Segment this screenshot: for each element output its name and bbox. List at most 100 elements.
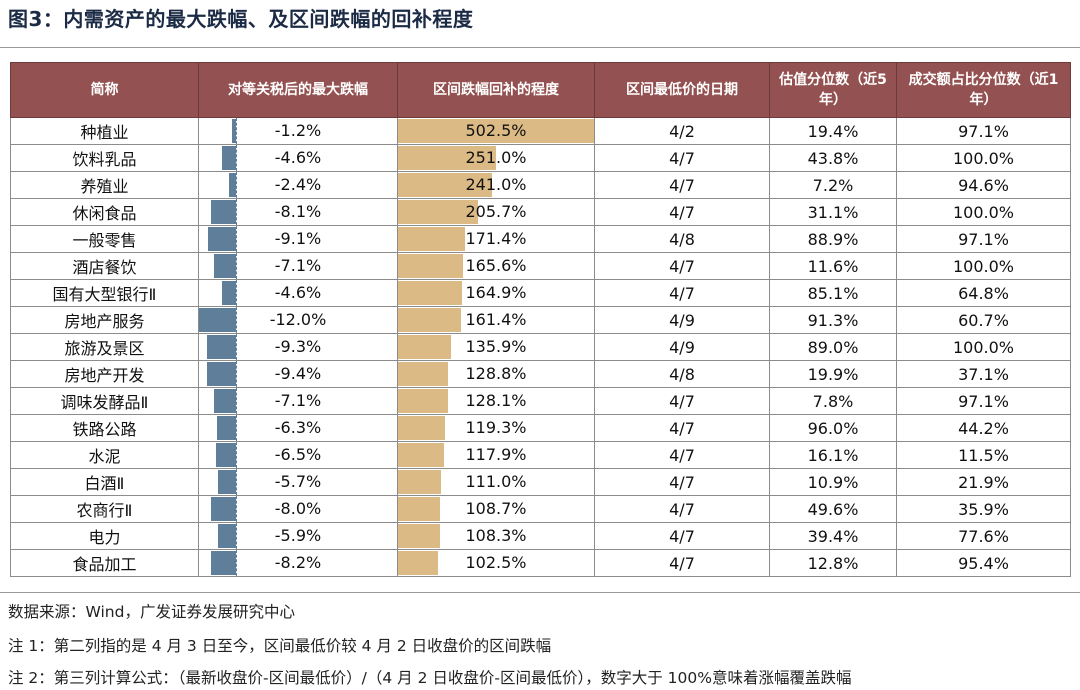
recovery-cell: 165.6% [397, 252, 595, 280]
drawdown-value: -8.1% [274, 202, 322, 221]
low-date-cell: 4/7 [594, 468, 770, 496]
name-cell: 养殖业 [10, 171, 199, 199]
low-date-cell: 4/7 [594, 549, 770, 577]
recovery-cell: 108.7% [397, 495, 595, 523]
recovery-value: 128.1% [465, 391, 527, 410]
recovery-value: 251.0% [465, 148, 527, 167]
recovery-cell: 135.9% [397, 333, 595, 361]
drawdown-axis [236, 253, 237, 279]
drawdown-axis [236, 199, 237, 225]
low-date-cell: 4/8 [594, 225, 770, 253]
recovery-cell: 164.9% [397, 279, 595, 307]
name-cell: 国有大型银行Ⅱ [10, 279, 199, 307]
turnover-cell: 97.1% [896, 387, 1071, 415]
table-row: 水泥 -6.5% 117.9% 4/7 16.1% 11.5% [10, 441, 1071, 469]
industry-name: 一般零售 [72, 231, 137, 250]
drawdown-bar [217, 524, 236, 548]
low-date-cell: 4/2 [594, 117, 770, 145]
industry-name: 铁路公路 [72, 420, 137, 439]
drawdown-axis [236, 226, 237, 252]
low-date-cell: 4/7 [594, 522, 770, 550]
table-row: 国有大型银行Ⅱ -4.6% 164.9% 4/7 85.1% 64.8% [10, 279, 1071, 307]
drawdown-value: -5.7% [274, 472, 322, 491]
drawdown-axis [236, 307, 237, 333]
figure-title: 图3：内需资产的最大跌幅、及区间跌幅的回补程度 [8, 7, 474, 31]
industry-name: 种植业 [80, 123, 129, 142]
table-row: 农商行Ⅱ -8.0% 108.7% 4/7 49.6% 35.9% [10, 495, 1071, 523]
industry-name: 国有大型银行Ⅱ [52, 285, 157, 304]
recovery-value: 205.7% [465, 202, 527, 221]
drawdown-bar [207, 362, 236, 386]
table-row: 铁路公路 -6.3% 119.3% 4/7 96.0% 44.2% [10, 414, 1071, 442]
recovery-value: 128.8% [465, 364, 527, 383]
recovery-bar [398, 497, 441, 521]
drawdown-value: -12.0% [269, 310, 327, 329]
turnover-cell: 100.0% [896, 333, 1071, 361]
recovery-value: 119.3% [465, 418, 527, 437]
drawdown-value: -1.2% [274, 121, 322, 140]
name-cell: 房地产开发 [10, 360, 199, 388]
table-row: 房地产服务 -12.0% 161.4% 4/9 91.3% 60.7% [10, 306, 1071, 334]
valuation-cell: 43.8% [769, 144, 897, 172]
table-header-row: 简称 对等关税后的最大跌幅 区间跌幅回补的程度 区间最低价的日期 估值分位数（近… [10, 62, 1071, 118]
table-row: 种植业 -1.2% 502.5% 4/2 19.4% 97.1% [10, 117, 1071, 145]
name-cell: 休闲食品 [10, 198, 199, 226]
recovery-bar [398, 416, 445, 440]
drawdown-bar [221, 146, 236, 170]
drawdown-value: -9.3% [274, 337, 322, 356]
recovery-cell: 128.1% [397, 387, 595, 415]
low-date-cell: 4/9 [594, 306, 770, 334]
drawdown-axis [236, 442, 237, 468]
valuation-cell: 88.9% [769, 225, 897, 253]
drawdown-cell: -2.4% [198, 171, 398, 199]
name-cell: 食品加工 [10, 549, 199, 577]
table-row: 一般零售 -9.1% 171.4% 4/8 88.9% 97.1% [10, 225, 1071, 253]
low-date-cell: 4/7 [594, 279, 770, 307]
low-date-cell: 4/9 [594, 333, 770, 361]
recovery-value: 171.4% [465, 229, 527, 248]
recovery-bar [398, 173, 492, 197]
header-drawdown: 对等关税后的最大跌幅 [198, 62, 398, 118]
drawdown-axis [236, 415, 237, 441]
recovery-cell: 128.8% [397, 360, 595, 388]
valuation-cell: 19.9% [769, 360, 897, 388]
recovery-value: 135.9% [465, 337, 527, 356]
turnover-cell: 21.9% [896, 468, 1071, 496]
recovery-bar [398, 227, 465, 251]
recovery-cell: 111.0% [397, 468, 595, 496]
recovery-bar [398, 254, 463, 278]
table-row: 白酒Ⅱ -5.7% 111.0% 4/7 10.9% 21.9% [10, 468, 1071, 496]
low-date-cell: 4/7 [594, 441, 770, 469]
industry-name: 旅游及景区 [64, 339, 145, 358]
table-row: 食品加工 -8.2% 102.5% 4/7 12.8% 95.4% [10, 549, 1071, 577]
name-cell: 铁路公路 [10, 414, 199, 442]
drawdown-value: -9.1% [274, 229, 322, 248]
drawdown-bar [207, 227, 236, 251]
footer-divider [0, 592, 1080, 593]
recovery-bar [398, 524, 441, 548]
data-table: 简称 对等关税后的最大跌幅 区间跌幅回补的程度 区间最低价的日期 估值分位数（近… [10, 62, 1071, 577]
turnover-cell: 100.0% [896, 144, 1071, 172]
header-turnover: 成交额占比分位数（近1年） [896, 62, 1071, 118]
drawdown-axis [236, 361, 237, 387]
drawdown-value: -4.6% [274, 148, 322, 167]
recovery-value: 102.5% [465, 553, 527, 572]
drawdown-value: -8.0% [274, 499, 322, 518]
turnover-cell: 60.7% [896, 306, 1071, 334]
recovery-cell: 102.5% [397, 549, 595, 577]
low-date-cell: 4/7 [594, 171, 770, 199]
turnover-cell: 44.2% [896, 414, 1071, 442]
valuation-cell: 31.1% [769, 198, 897, 226]
valuation-cell: 16.1% [769, 441, 897, 469]
drawdown-bar [216, 416, 236, 440]
drawdown-bar [232, 119, 236, 143]
drawdown-axis [236, 496, 237, 522]
valuation-cell: 89.0% [769, 333, 897, 361]
industry-name: 农商行Ⅱ [76, 501, 133, 520]
drawdown-cell: -5.7% [198, 468, 398, 496]
name-cell: 农商行Ⅱ [10, 495, 199, 523]
recovery-bar [398, 200, 479, 224]
industry-name: 水泥 [88, 447, 121, 466]
low-date-cell: 4/8 [594, 360, 770, 388]
name-cell: 种植业 [10, 117, 199, 145]
